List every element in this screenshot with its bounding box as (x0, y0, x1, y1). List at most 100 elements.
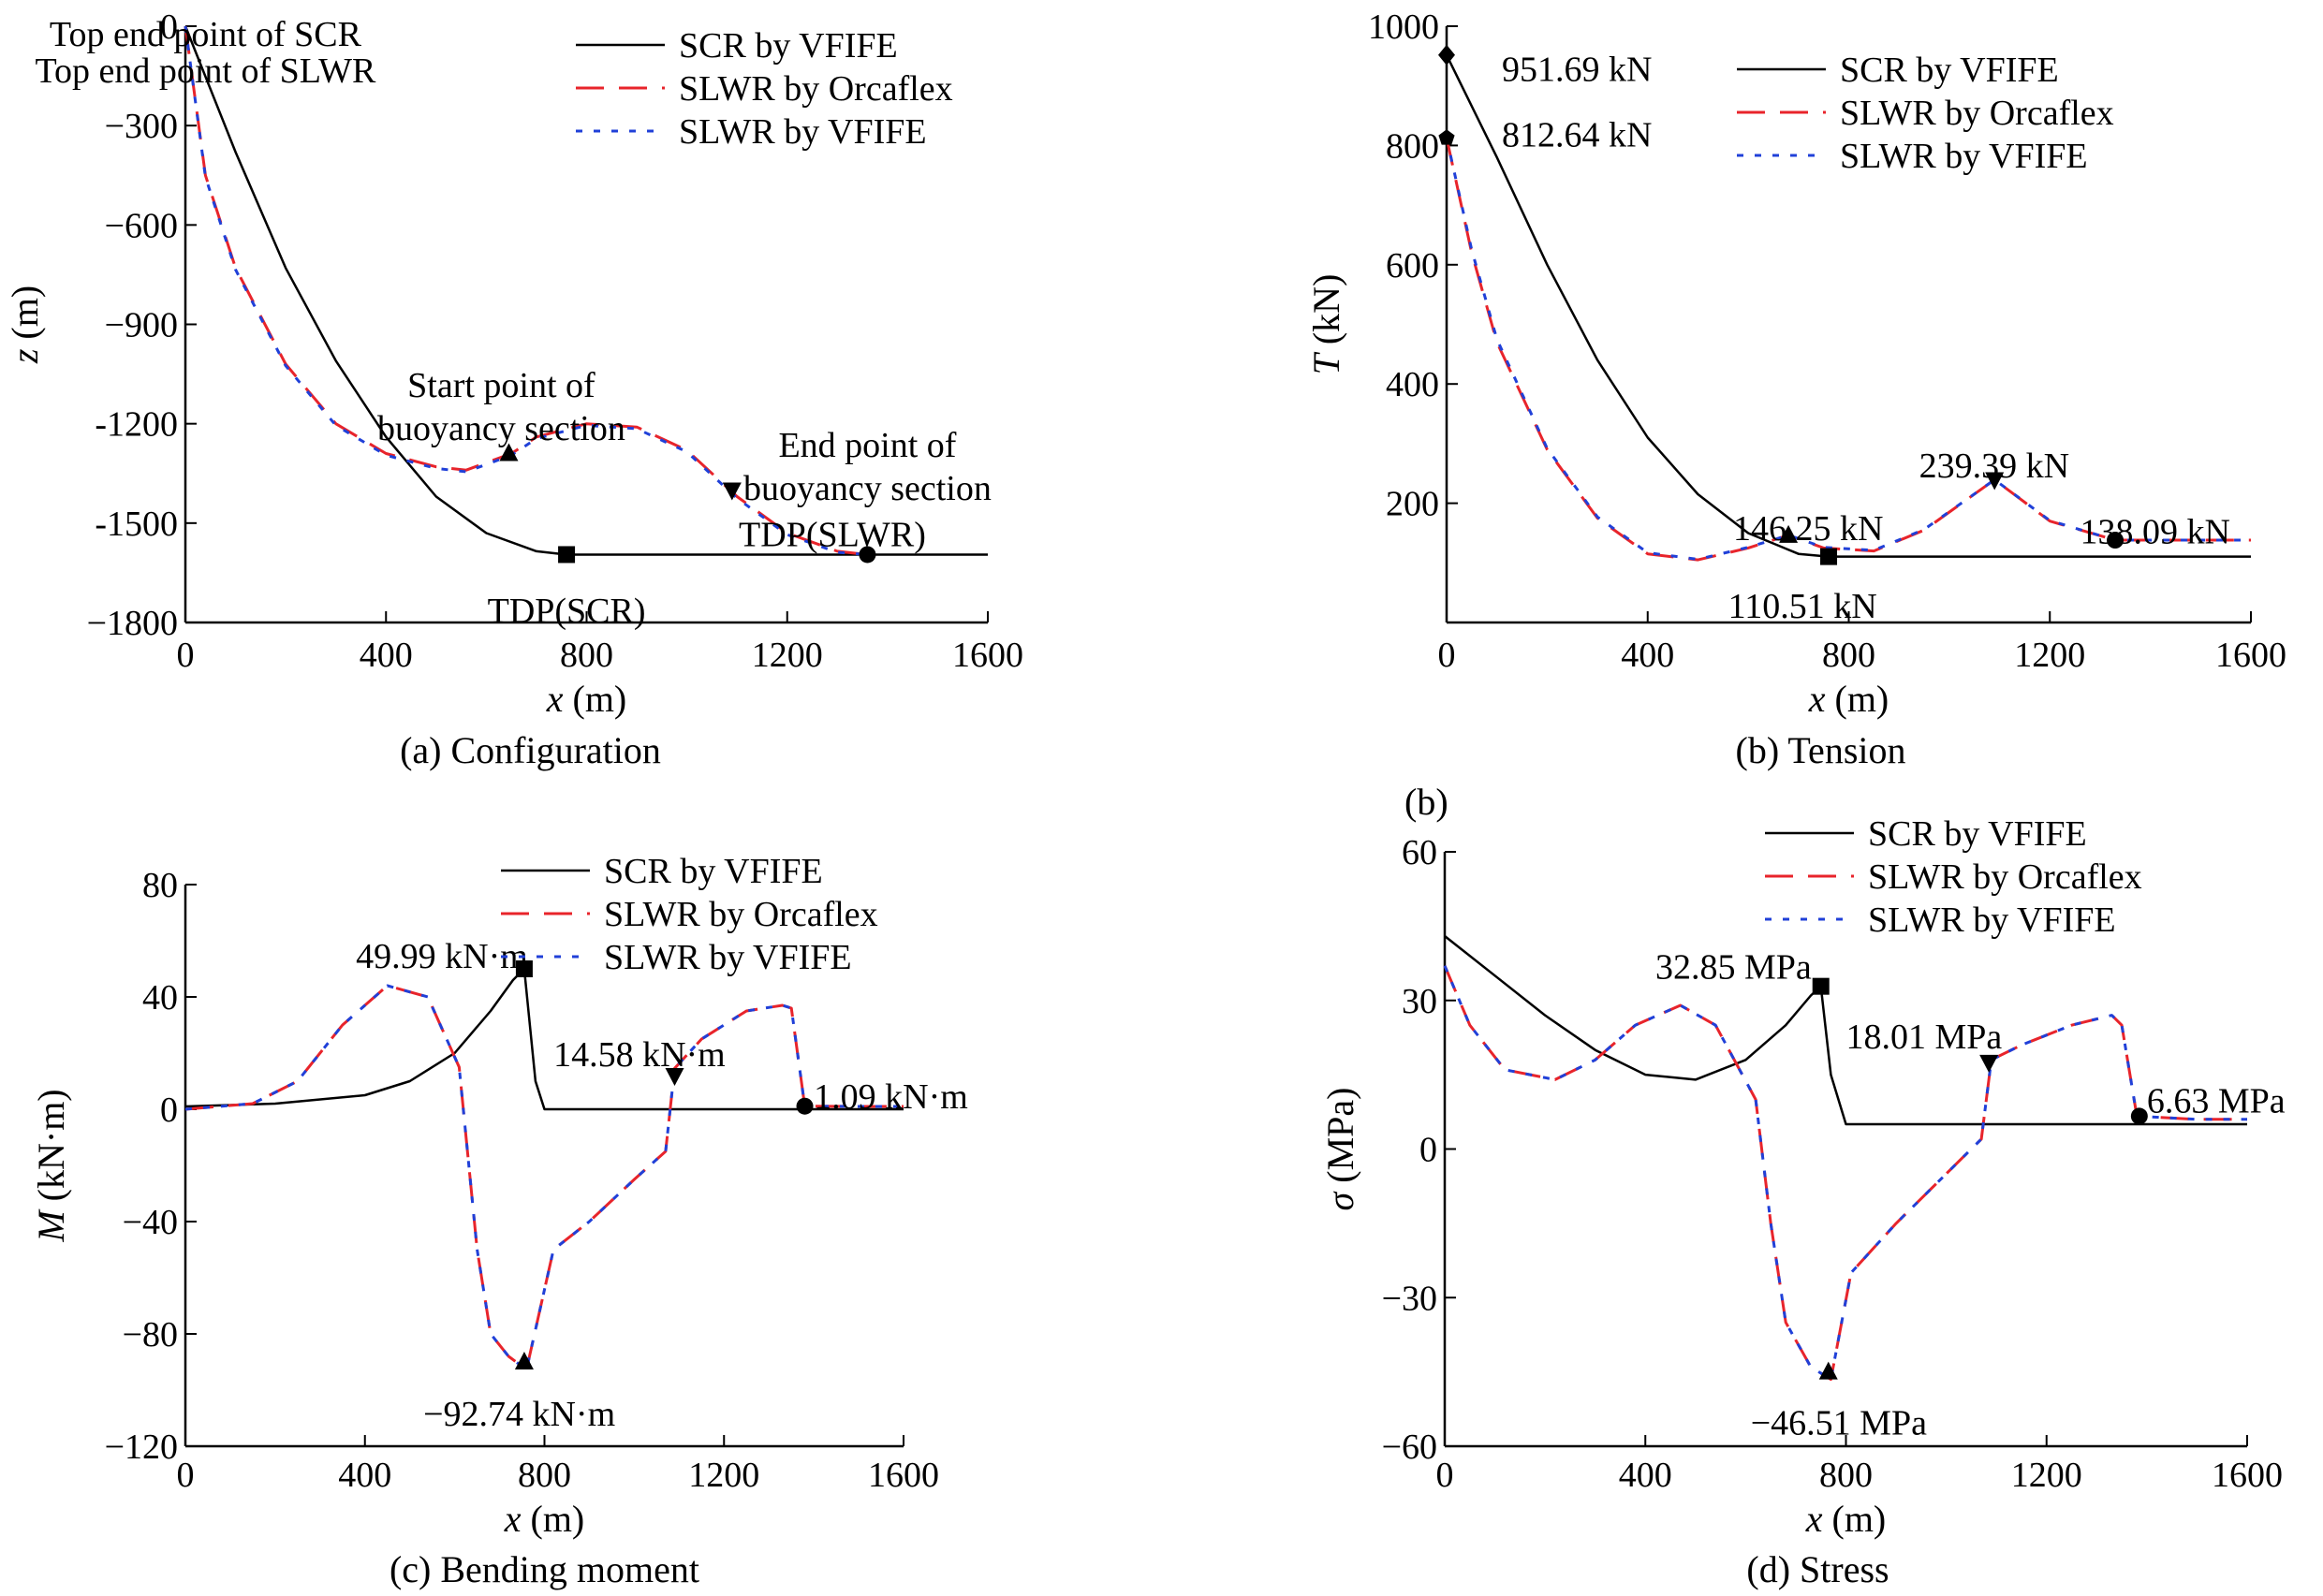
x-tick-label: 1200 (688, 1456, 759, 1495)
chart-caption: (d) Stress (1746, 1548, 1889, 1590)
marker-triangle-down (665, 1068, 684, 1086)
x-tick-label: 0 (177, 636, 195, 675)
marker-pentagon (1438, 129, 1455, 145)
y-tick-label: −1800 (87, 604, 178, 643)
x-tick-label: 400 (1621, 636, 1674, 675)
y-tick-label: 200 (1386, 485, 1439, 524)
y-tick-label: −900 (105, 306, 178, 345)
annotation-label: −46.51 MPa (1751, 1404, 1927, 1443)
annotation-label: 146.25 kN (1733, 509, 1883, 549)
legend-label: SLWR by VFIFE (1840, 137, 2088, 176)
y-tick-label: 1000 (1368, 7, 1439, 47)
x-tick-label: 1600 (952, 636, 1023, 675)
marker-square (515, 960, 533, 978)
y-tick-label: −40 (123, 1203, 178, 1242)
series-line-slwr-by-orcaflex (184, 984, 904, 1371)
legend-label: SLWR by Orcaflex (679, 69, 953, 109)
y-tick-label: 400 (1386, 365, 1439, 404)
legend-label: SLWR by Orcaflex (1868, 857, 2142, 897)
annotation-label: TDP(SCR) (488, 592, 646, 631)
legend-label: SLWR by Orcaflex (1840, 94, 2114, 133)
y-axis-label: T (kN) (1305, 274, 1347, 375)
y-tick-label: −30 (1382, 1279, 1437, 1318)
marker-triangle-up (499, 443, 519, 461)
marker-square (558, 546, 576, 564)
legend-label: SLWR by VFIFE (679, 112, 927, 152)
marker-circle (859, 546, 876, 564)
annotation-label: TDP(SLWR) (739, 515, 926, 554)
y-tick-label: 0 (1419, 1131, 1437, 1170)
y-tick-label: −60 (1382, 1428, 1437, 1467)
x-tick-label: 0 (1436, 1456, 1454, 1495)
series-line-scr-by-vfife (1444, 935, 2247, 1126)
x-tick-label: 0 (1438, 636, 1456, 675)
annotation-label: 49.99 kN·m (356, 937, 528, 976)
y-tick-label: 0 (160, 1091, 178, 1130)
marker-circle (2130, 1107, 2148, 1125)
x-tick-label: 1600 (868, 1456, 939, 1495)
y-tick-label: 80 (142, 866, 178, 905)
y-tick-label: 40 (142, 978, 178, 1018)
chart-caption: (b) Tension (1736, 729, 1906, 771)
y-axis-label: σ (MPa) (1319, 1088, 1361, 1211)
x-tick-label: 400 (338, 1456, 391, 1495)
annotation-label: 18.01 MPa (1846, 1018, 2003, 1057)
legend-label: SCR by VFIFE (604, 852, 823, 891)
chart-panel-4: 0 400 800 1200 1600 60 30 0 −30 −60 x (m) σ (MPa) (d… (1319, 814, 2286, 1590)
marker-triangle-up (1779, 524, 1799, 543)
marker-circle (2107, 532, 2125, 549)
marker-triangle-down (722, 482, 742, 501)
annotation-label: buoyancy section (743, 469, 992, 508)
legend-label: SLWR by VFIFE (604, 938, 852, 977)
series-line-slwr-by-vfife (184, 984, 904, 1371)
annotation-label: 32.85 MPa (1655, 948, 1812, 988)
annotation-label: buoyancy section (377, 409, 625, 448)
legend-label: SCR by VFIFE (679, 26, 898, 66)
x-tick-label: 1600 (2212, 1456, 2283, 1495)
series-line-scr-by-vfife (1445, 54, 2251, 558)
legend-label: SLWR by Orcaflex (604, 895, 878, 934)
legend-label: SLWR by VFIFE (1868, 900, 2116, 940)
x-tick-label: 1200 (2011, 1456, 2082, 1495)
chart-panel-1: 0 400 800 1200 1600 0 −300 −600 −900 -1200 -1500 −1… (4, 7, 1023, 771)
y-tick-label: 800 (1386, 126, 1439, 166)
annotation-label: Start point of (407, 366, 595, 405)
annotation-label: Top end point of SCR (50, 15, 362, 54)
marker-diamond (1438, 44, 1455, 66)
annotation-label: 951.69 kN (1502, 51, 1652, 90)
annotation-label: 138.09 kN (2080, 512, 2229, 551)
series-line-slwr-by-orcaflex (1445, 137, 2251, 562)
x-axis-label: x (m) (504, 1498, 585, 1540)
series-line-slwr-by-vfife (1445, 137, 2251, 561)
x-tick-label: 1600 (2215, 636, 2286, 675)
x-tick-label: 800 (1822, 636, 1875, 675)
x-tick-label: 800 (518, 1456, 571, 1495)
chart-caption: (a) Configuration (400, 729, 661, 771)
x-tick-label: 400 (360, 636, 413, 675)
marker-triangle-up (1818, 1361, 1838, 1380)
marker-square (1812, 977, 1830, 995)
y-tick-label: -1500 (95, 505, 178, 544)
chart-panel-2: 0 400 800 1200 1600 200 400 600 800 1000 x (m) T (k… (1305, 7, 2286, 823)
y-tick-label: 0 (160, 7, 178, 47)
x-tick-label: 1200 (752, 636, 823, 675)
y-tick-label: 30 (1402, 982, 1437, 1021)
x-tick-label: 1200 (2014, 636, 2085, 675)
y-tick-label: −80 (123, 1315, 178, 1354)
x-axis-label: x (m) (1808, 678, 1889, 720)
y-tick-label: −300 (105, 107, 178, 146)
annotation-label: 14.58 kN·m (553, 1035, 726, 1075)
x-tick-label: 800 (1819, 1456, 1873, 1495)
annotation-label: End point of (778, 426, 956, 465)
legend-label: SCR by VFIFE (1840, 51, 2059, 90)
marker-square (1820, 548, 1838, 565)
annotation-label: 110.51 kN (1728, 587, 1877, 626)
x-tick-label: 800 (560, 636, 613, 675)
x-tick-label: 400 (1619, 1456, 1672, 1495)
x-axis-label: x (m) (1805, 1498, 1887, 1540)
y-tick-label: 60 (1402, 833, 1437, 872)
marker-triangle-up (514, 1352, 534, 1369)
series-line-scr-by-vfife (184, 967, 904, 1111)
annotation-label: 1.09 kN·m (814, 1077, 968, 1117)
